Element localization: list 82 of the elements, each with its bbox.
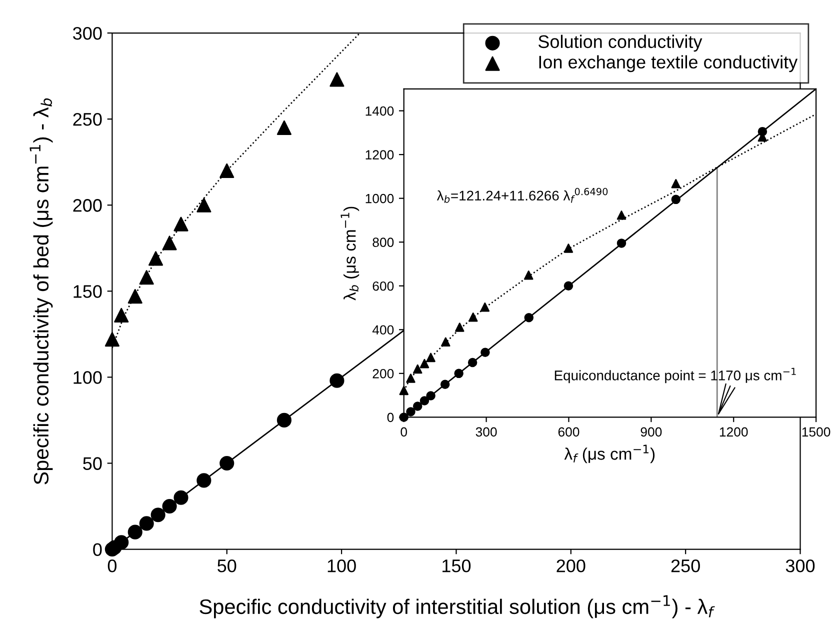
point — [524, 270, 534, 280]
point — [128, 289, 142, 304]
y-tick-label: 400 — [372, 325, 394, 335]
y-tick-label: 50 — [83, 457, 102, 470]
y-tick-label: 150 — [74, 285, 102, 298]
y-tick-label: 300 — [73, 26, 102, 40]
y-axis-title: Specific conductivity of bed (μs cm$^{−1}$) - λ$_{b}$ — [30, 98, 53, 484]
point — [480, 302, 490, 312]
point — [276, 120, 292, 135]
point — [671, 194, 681, 204]
x-tick-label: 300 — [786, 559, 815, 572]
point — [162, 498, 177, 514]
point — [220, 163, 234, 178]
point — [480, 348, 490, 358]
point — [426, 391, 436, 400]
annotation: λ$_{b}$=121.24+11.6266 λ$_{f}$$^{0.6490}$ — [436, 188, 608, 203]
point — [406, 407, 416, 416]
point — [420, 396, 430, 406]
point — [399, 386, 408, 396]
point — [455, 322, 464, 332]
point — [406, 374, 416, 383]
x-tick-label: 0 — [400, 427, 408, 437]
point — [276, 412, 292, 428]
point — [174, 490, 188, 505]
point — [104, 332, 120, 347]
point — [128, 524, 142, 540]
annotation: Equiconductance point = 1170 μs cm$^{−1}$ — [554, 368, 796, 384]
point — [162, 236, 177, 250]
x-tick-label: 300 — [476, 427, 497, 437]
point — [468, 358, 478, 368]
y-tick-label: 0 — [387, 412, 394, 422]
point — [420, 358, 430, 368]
point — [426, 352, 436, 362]
point — [196, 473, 212, 488]
y-tick-label: 200 — [73, 199, 102, 212]
point — [454, 368, 464, 378]
point — [412, 364, 422, 374]
x-tick-label: 100 — [328, 559, 356, 572]
point — [412, 402, 422, 411]
y-tick-label: 100 — [74, 371, 102, 384]
x-tick-label: 250 — [671, 559, 700, 572]
point — [220, 456, 234, 471]
x-tick-label: 0 — [108, 559, 116, 572]
point — [564, 244, 574, 253]
x-tick-label: 1500 — [802, 427, 830, 437]
point — [196, 198, 212, 212]
x-axis-title: Specific conductivity of interstitial solution (μs cm$^{−1}$) - λ$_{f}$ — [200, 595, 715, 618]
point — [148, 251, 164, 266]
point — [114, 308, 129, 323]
y-tick-label: 800 — [372, 238, 394, 248]
point — [468, 312, 478, 322]
x-tick-label: 50 — [218, 559, 236, 572]
x-tick-label: 1200 — [720, 427, 748, 437]
x-axis-title: λ$_{f}$ (μs cm$^{−1}$) — [564, 444, 655, 464]
y-tick-label: 250 — [73, 112, 102, 126]
y-tick-label: 200 — [372, 368, 394, 378]
point — [524, 312, 534, 322]
x-tick-label: 900 — [640, 427, 662, 437]
point — [330, 373, 344, 388]
y-tick-label: 1000 — [366, 194, 394, 204]
legend-label: Solution conductivity — [538, 34, 702, 52]
y-axis-title: λ$_{b}$ (μs cm$^{−1}$) — [340, 206, 360, 300]
point — [139, 516, 154, 531]
x-tick-label: 200 — [556, 559, 586, 572]
point — [150, 508, 166, 522]
x-tick-label: 600 — [558, 427, 580, 437]
point — [174, 216, 188, 232]
point — [139, 270, 154, 285]
point — [616, 210, 626, 220]
point — [114, 535, 129, 550]
y-tick-label: 0 — [93, 543, 102, 556]
point — [330, 72, 344, 87]
point — [440, 380, 450, 389]
y-tick-label: 1200 — [366, 150, 394, 160]
y-tick-label: 600 — [372, 281, 394, 291]
y-tick-label: 1400 — [366, 106, 394, 116]
point — [616, 238, 626, 248]
x-tick-label: 150 — [442, 559, 471, 572]
point — [441, 337, 450, 347]
legend-label: Ion exchange textile conductivity — [539, 55, 798, 72]
point — [671, 179, 681, 188]
point — [564, 281, 574, 290]
